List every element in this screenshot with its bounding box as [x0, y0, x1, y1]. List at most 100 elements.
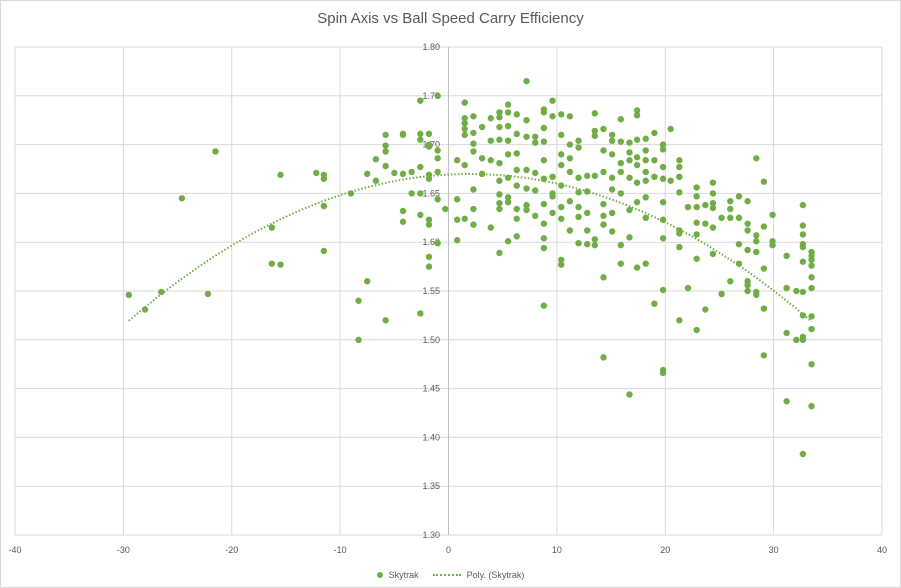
data-point[interactable] [487, 224, 494, 231]
data-point[interactable] [487, 157, 494, 164]
data-point[interactable] [626, 149, 633, 156]
data-point[interactable] [558, 111, 565, 118]
data-point[interactable] [591, 236, 599, 243]
data-point[interactable] [783, 398, 790, 405]
data-point[interactable] [425, 253, 433, 261]
data-point[interactable] [693, 255, 700, 262]
data-point[interactable] [523, 206, 530, 214]
data-point[interactable] [659, 216, 667, 223]
data-point[interactable] [709, 179, 717, 186]
data-point[interactable] [566, 141, 574, 148]
data-point[interactable] [158, 288, 165, 296]
data-point[interactable] [513, 233, 520, 240]
data-point[interactable] [608, 174, 616, 181]
data-point[interactable] [667, 177, 674, 184]
data-point[interactable] [125, 291, 132, 299]
data-point[interactable] [523, 166, 530, 174]
data-point[interactable] [487, 115, 494, 122]
data-point[interactable] [540, 302, 548, 309]
data-point[interactable] [372, 177, 380, 184]
data-point[interactable] [626, 234, 633, 241]
data-point[interactable] [453, 157, 461, 164]
data-point[interactable] [793, 287, 800, 295]
data-point[interactable] [709, 224, 717, 231]
data-point[interactable] [753, 238, 760, 245]
data-point[interactable] [434, 92, 441, 100]
data-point[interactable] [591, 132, 599, 140]
data-point[interactable] [693, 326, 700, 334]
data-point[interactable] [799, 450, 807, 458]
data-point[interactable] [523, 117, 530, 124]
data-point[interactable] [693, 193, 700, 200]
data-point[interactable] [744, 281, 751, 289]
data-point[interactable] [504, 198, 512, 206]
data-point[interactable] [504, 109, 512, 116]
data-point[interactable] [575, 189, 582, 196]
data-point[interactable] [783, 284, 790, 292]
data-point[interactable] [584, 227, 591, 234]
data-point[interactable] [558, 131, 565, 139]
data-point[interactable] [693, 231, 700, 238]
data-point[interactable] [626, 139, 633, 146]
data-point[interactable] [513, 166, 520, 174]
data-point[interactable] [744, 198, 751, 205]
data-point[interactable] [667, 125, 674, 133]
data-point[interactable] [799, 243, 807, 251]
data-point[interactable] [532, 212, 539, 220]
data-point[interactable] [693, 219, 700, 226]
data-point[interactable] [532, 133, 539, 140]
data-point[interactable] [399, 131, 407, 139]
data-point[interactable] [442, 205, 449, 213]
data-point[interactable] [364, 278, 371, 285]
data-point[interactable] [504, 174, 512, 181]
data-point[interactable] [702, 306, 709, 313]
data-point[interactable] [727, 205, 734, 213]
data-point[interactable] [600, 212, 607, 220]
data-point[interactable] [642, 157, 649, 164]
data-point[interactable] [540, 109, 548, 116]
data-point[interactable] [540, 235, 548, 242]
data-point[interactable] [659, 198, 667, 206]
data-point[interactable] [693, 203, 700, 211]
data-point[interactable] [575, 137, 582, 144]
data-point[interactable] [808, 361, 815, 368]
data-point[interactable] [558, 203, 565, 211]
data-point[interactable] [496, 159, 503, 167]
data-point[interactable] [642, 194, 649, 201]
data-point[interactable] [425, 130, 433, 138]
data-point[interactable] [808, 256, 815, 263]
data-point[interactable] [408, 190, 415, 197]
data-point[interactable] [808, 313, 815, 320]
data-point[interactable] [617, 190, 625, 197]
data-point[interactable] [676, 173, 683, 181]
data-point[interactable] [566, 227, 574, 234]
data-point[interactable] [523, 185, 530, 192]
data-point[interactable] [417, 310, 424, 317]
data-point[interactable] [783, 252, 790, 260]
data-point[interactable] [684, 284, 692, 292]
data-point[interactable] [769, 211, 776, 219]
data-point[interactable] [600, 147, 607, 154]
data-point[interactable] [212, 148, 219, 155]
data-point[interactable] [504, 122, 512, 130]
data-point[interactable] [709, 250, 717, 258]
data-point[interactable] [808, 402, 815, 410]
data-point[interactable] [496, 177, 503, 184]
data-point[interactable] [584, 209, 591, 217]
data-point[interactable] [453, 237, 461, 244]
data-point[interactable] [676, 157, 683, 164]
data-point[interactable] [453, 216, 461, 223]
data-point[interactable] [382, 317, 389, 324]
data-point[interactable] [642, 214, 649, 221]
data-point[interactable] [617, 241, 625, 249]
data-point[interactable] [808, 325, 815, 333]
data-point[interactable] [408, 168, 415, 176]
data-point[interactable] [178, 195, 186, 202]
data-point[interactable] [417, 136, 424, 143]
data-point[interactable] [799, 288, 807, 296]
data-point[interactable] [532, 139, 539, 146]
data-point[interactable] [808, 262, 815, 269]
data-point[interactable] [540, 244, 548, 252]
data-point[interactable] [566, 168, 574, 176]
data-point[interactable] [651, 173, 658, 181]
